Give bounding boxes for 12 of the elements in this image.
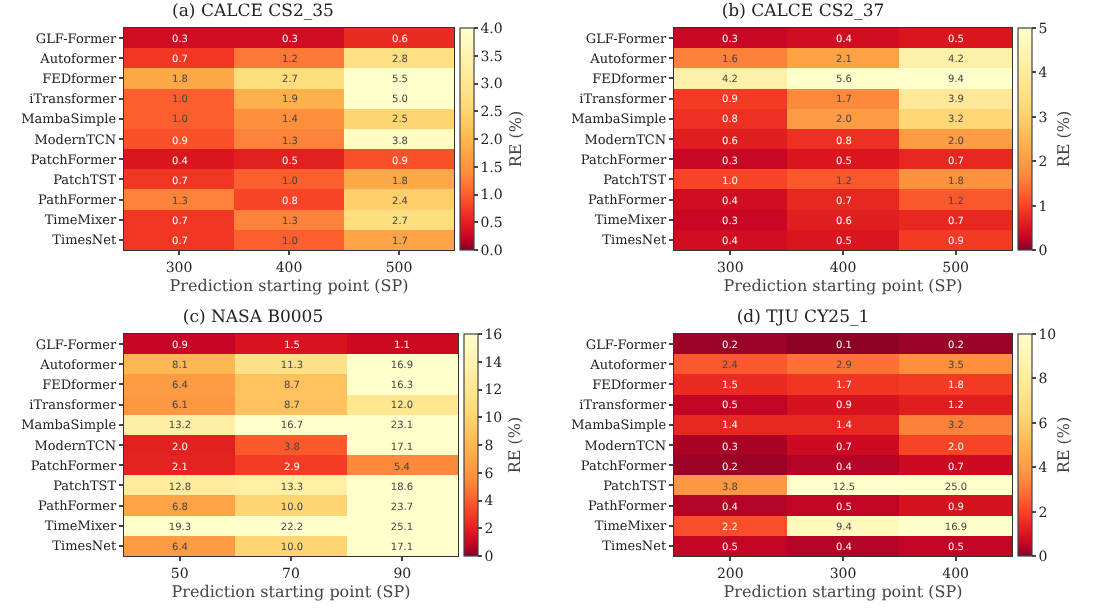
chart-title: (b) CALCE CS2_37 [721,2,885,23]
x-axis-title: Prediction starting point (SP) [171,582,411,601]
color-bar-title: RE (%) [506,416,525,474]
chart-title: (a) CALCE CS2_35 [172,2,334,23]
color-bar-title: RE (%) [1054,110,1073,168]
chart-title: (c) NASA B0005 [182,308,324,329]
color-bar-title: RE (%) [506,110,525,168]
x-axis-title: Prediction starting point (SP) [723,276,963,295]
x-axis-title: Prediction starting point (SP) [723,582,963,601]
color-bar-title: RE (%) [1054,416,1073,474]
x-axis-title: Prediction starting point (SP) [169,276,409,295]
chart-title: (d) TJU CY25_1 [736,308,870,329]
